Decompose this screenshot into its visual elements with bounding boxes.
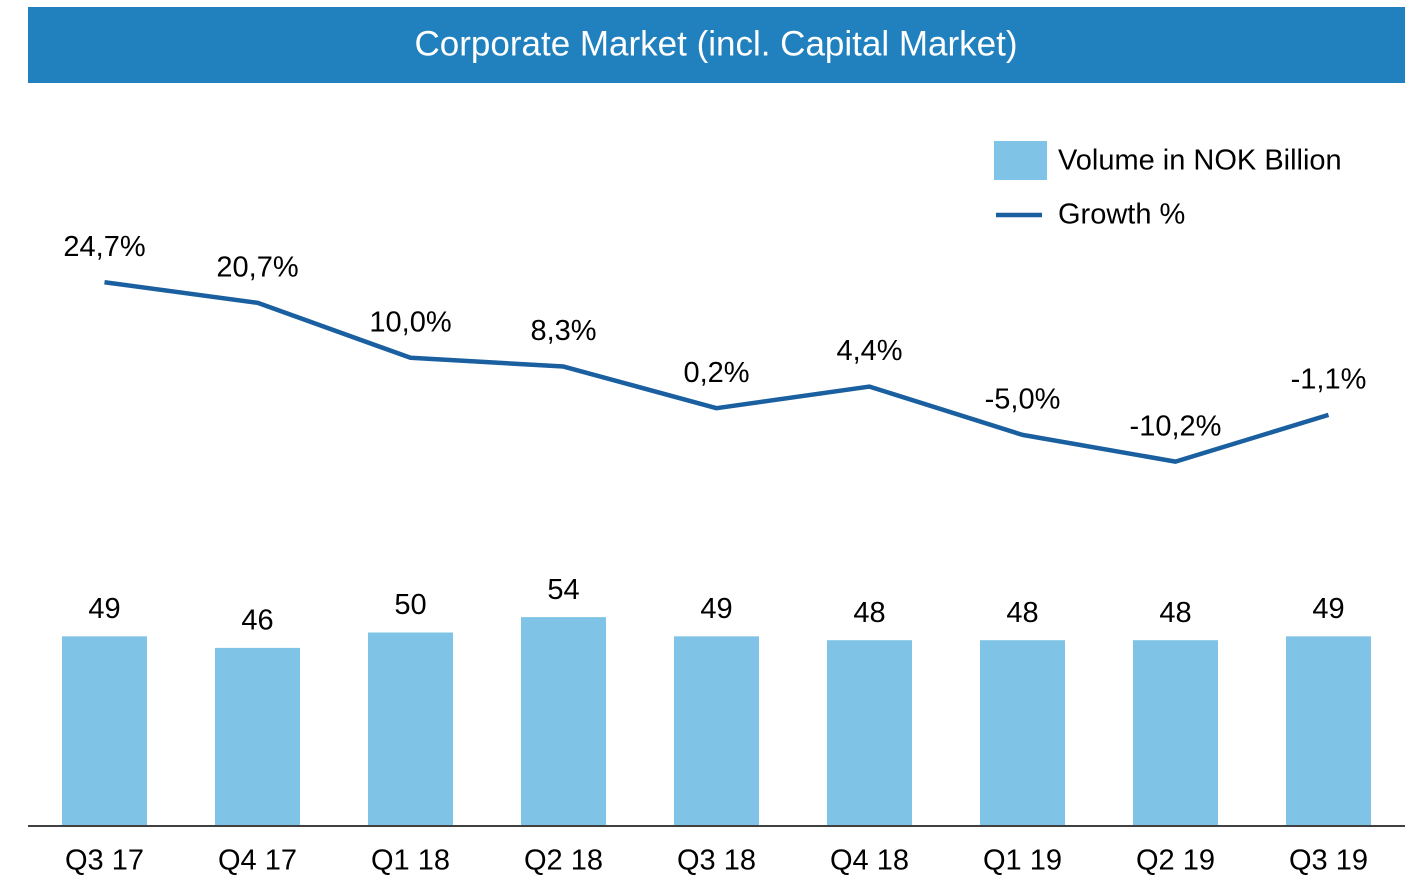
bar [521,617,606,825]
data-label: 10,0% [369,306,451,338]
data-label: 4,4% [836,335,902,367]
x-tick-label: Q4 18 [830,845,909,877]
data-label: 49 [1312,593,1344,625]
bar [62,636,147,825]
legend-swatch [994,141,1047,180]
data-label: 20,7% [216,251,298,283]
data-label: 48 [853,597,885,629]
data-label: 50 [394,589,426,621]
x-tick-label: Q4 17 [218,845,297,877]
data-label: 49 [700,593,732,625]
chart-title: Corporate Market (incl. Capital Market) [415,24,1018,63]
bar [215,647,300,825]
data-label: 48 [1159,597,1191,629]
x-tick-label: Q1 18 [371,845,450,877]
data-label: 8,3% [530,315,596,347]
x-tick-label: Q3 18 [677,845,756,877]
data-label: 48 [1006,597,1038,629]
data-label: 46 [241,605,273,637]
data-label: -1,1% [1291,364,1367,396]
legend-label: Volume in NOK Billion [1058,145,1342,177]
line [104,280,1330,464]
x-tick-label: Q1 19 [983,845,1062,877]
legend-label: Growth % [1058,199,1185,231]
x-tick-label: Q2 19 [1136,845,1215,877]
data-label: 54 [547,574,579,606]
x-tick-label: Q2 18 [524,845,603,877]
data-label: 49 [88,593,120,625]
title-bar [28,7,1405,83]
bar [674,636,759,825]
bar [980,640,1065,825]
bar [368,632,453,825]
data-label: 24,7% [63,231,145,263]
bar [1133,640,1218,825]
x-tick-label: Q3 19 [1289,845,1368,877]
bar [827,640,912,825]
data-label: -5,0% [985,384,1061,416]
bar [1286,636,1371,825]
data-label: -10,2% [1130,410,1222,442]
data-label: 0,2% [683,357,749,389]
x-tick-label: Q3 17 [65,845,144,877]
